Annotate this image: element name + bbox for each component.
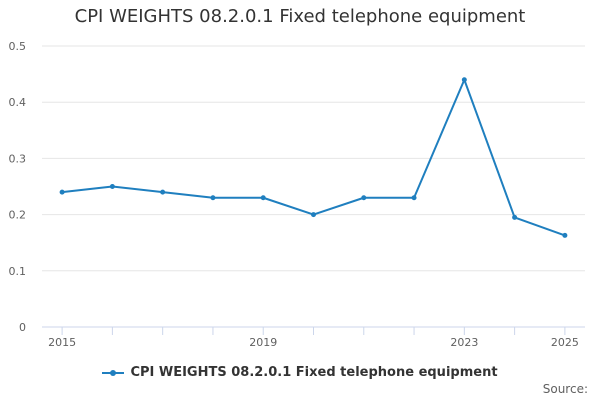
data-point [461, 77, 467, 83]
series-line [62, 78, 566, 237]
data-point [562, 232, 568, 238]
data-point [109, 184, 115, 189]
source-label: Source: [542, 382, 588, 396]
y-tick-label: 0.5 [9, 40, 27, 53]
y-tick-label: 0.2 [9, 209, 27, 222]
data-point [59, 189, 65, 195]
x-tick-label: 2023 [450, 336, 478, 349]
legend-label: CPI WEIGHTS 08.2.0.1 Fixed telephone equ… [130, 365, 498, 380]
data-point [411, 195, 417, 201]
data-point [361, 195, 367, 201]
legend-line-icon [102, 366, 125, 380]
data-point [311, 212, 316, 218]
data-point [260, 195, 266, 201]
legend[interactable]: CPI WEIGHTS 08.2.0.1 Fixed telephone equ… [0, 365, 600, 380]
y-tick-label: 0.3 [9, 152, 27, 165]
chart-title: CPI WEIGHTS 08.2.0.1 Fixed telephone equ… [74, 6, 526, 27]
y-tick-label: 0.4 [9, 96, 27, 109]
x-tick-label: 2019 [249, 336, 277, 349]
x-tick-label: 2015 [48, 336, 76, 349]
data-point [512, 214, 518, 220]
data-point [210, 195, 216, 201]
y-tick-label: 0.1 [9, 265, 27, 278]
x-tick-label: 2025 [551, 336, 579, 349]
data-point [160, 189, 166, 195]
y-tick-label: 0 [19, 321, 26, 334]
